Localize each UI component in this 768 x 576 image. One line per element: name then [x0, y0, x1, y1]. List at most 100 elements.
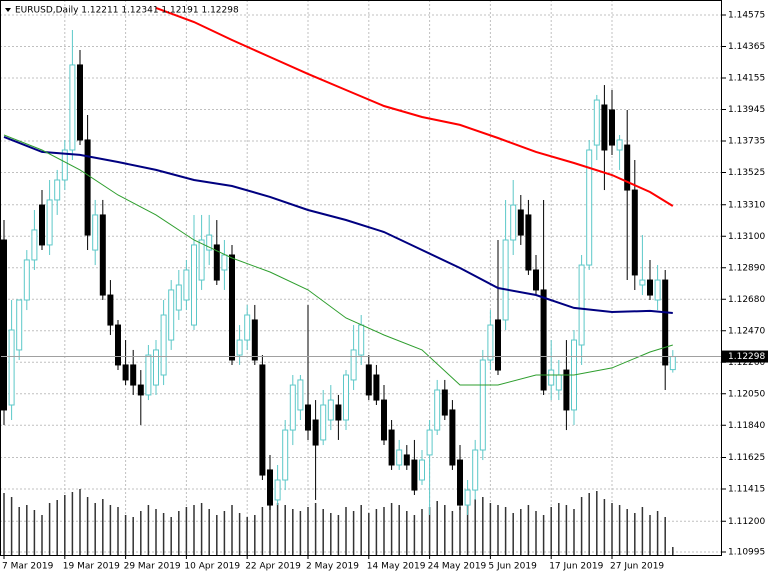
x-tick-label: 10 Apr 2019 — [184, 562, 240, 572]
volume-bar — [596, 491, 598, 555]
volume-bar — [79, 489, 81, 555]
x-tick-label: 29 Mar 2019 — [124, 562, 181, 572]
y-tick-label: 1.13735 — [728, 137, 765, 147]
candle-body — [441, 389, 448, 416]
candle-body — [31, 229, 38, 261]
candle-body — [206, 234, 213, 251]
volume-bar — [672, 547, 674, 555]
last-price-box — [722, 350, 768, 363]
volume-bar — [292, 509, 294, 555]
volume-bar — [664, 517, 666, 555]
volume-bar — [504, 507, 507, 555]
plot-frame — [0, 0, 722, 556]
volume-bar — [618, 505, 621, 555]
volume-bar — [185, 507, 188, 555]
candle-body — [107, 294, 114, 326]
volume-bar — [466, 495, 469, 555]
volume-bar — [383, 507, 385, 555]
y-tick-label: 1.11840 — [728, 421, 765, 431]
volume-bar — [208, 509, 210, 555]
candle-body — [23, 259, 30, 301]
volume-bar — [307, 507, 309, 555]
volume-bar — [3, 493, 5, 555]
x-tick-label: 5 Jun 2019 — [488, 562, 537, 572]
candle-body — [198, 239, 205, 281]
candle-body — [229, 254, 235, 361]
candle-body — [616, 139, 623, 151]
volume-bar — [603, 499, 606, 555]
x-tick-label: 24 May 2019 — [428, 562, 487, 572]
volume-bar — [261, 507, 264, 555]
volume-bar — [398, 505, 400, 555]
menu-triangle[interactable] — [5, 8, 11, 12]
candle-body — [259, 364, 266, 476]
volume-bar — [497, 505, 499, 555]
candle-body — [335, 404, 342, 421]
volume-bar — [527, 505, 530, 555]
candle-body — [578, 264, 585, 346]
y-tick-label: 1.12470 — [728, 326, 765, 336]
y-tick-label: 1.13100 — [728, 232, 765, 242]
volume-bar — [269, 495, 271, 555]
y-tick-label: 1.13525 — [728, 168, 765, 178]
y-tick-label: 1.14155 — [728, 74, 765, 84]
volume-bar — [276, 503, 279, 555]
volume-bar — [41, 515, 43, 555]
candle-body — [168, 289, 175, 341]
candle-body — [548, 369, 555, 386]
moving-average — [3, 134, 673, 386]
volume-bar — [428, 507, 431, 555]
volume-bar — [231, 505, 233, 555]
y-tick-label: 1.14575 — [728, 11, 765, 21]
volume-bar — [390, 503, 393, 555]
volume-bar — [223, 511, 226, 555]
candle-body — [434, 389, 441, 431]
volume-bar — [368, 513, 370, 555]
volume-bar — [162, 513, 165, 555]
candle-body — [297, 379, 304, 411]
candle-body — [510, 204, 517, 241]
candle-body — [358, 324, 365, 356]
candle-body — [563, 369, 570, 411]
volume-bar — [345, 507, 347, 555]
volume-bar — [375, 509, 378, 555]
moving-average — [3, 135, 673, 314]
volume-bar — [147, 505, 150, 555]
candle-body — [267, 469, 273, 506]
candle-body — [517, 209, 524, 236]
last-price-label: 1.12298 — [728, 352, 765, 362]
candle-body — [153, 349, 159, 386]
moving-averages — [3, 6, 674, 386]
candle-body — [343, 374, 349, 421]
volume-bar — [10, 497, 13, 555]
volume-bar — [178, 511, 180, 555]
candle-body — [487, 324, 494, 361]
candle-body — [160, 314, 167, 376]
candle-body — [533, 269, 539, 291]
x-tick-label: 22 Apr 2019 — [245, 562, 301, 572]
y-tick-label: 1.14365 — [728, 42, 765, 52]
candle-body — [350, 349, 357, 381]
candle-body — [46, 199, 53, 246]
candle-body — [251, 319, 258, 361]
volume-bar — [94, 503, 96, 555]
volume-bar — [117, 507, 119, 555]
candle-body — [61, 149, 68, 181]
volume-bar — [33, 510, 36, 555]
candle-body — [396, 449, 403, 466]
candle-body — [624, 144, 631, 191]
volume-bar — [56, 500, 58, 555]
volume-bar — [299, 511, 302, 555]
candle-body — [601, 104, 608, 151]
y-tick-label: 1.12890 — [728, 263, 765, 273]
volume-bar — [314, 503, 317, 555]
candle-body — [419, 459, 425, 481]
volume-bar — [421, 509, 423, 555]
candle-body — [77, 64, 83, 141]
candle-body — [16, 299, 23, 351]
volume-bar — [459, 507, 461, 555]
candle-body — [221, 254, 228, 271]
volume-bar — [322, 509, 324, 555]
x-tick-label: 17 Jun 2019 — [549, 562, 603, 572]
volume-bar — [238, 513, 241, 555]
